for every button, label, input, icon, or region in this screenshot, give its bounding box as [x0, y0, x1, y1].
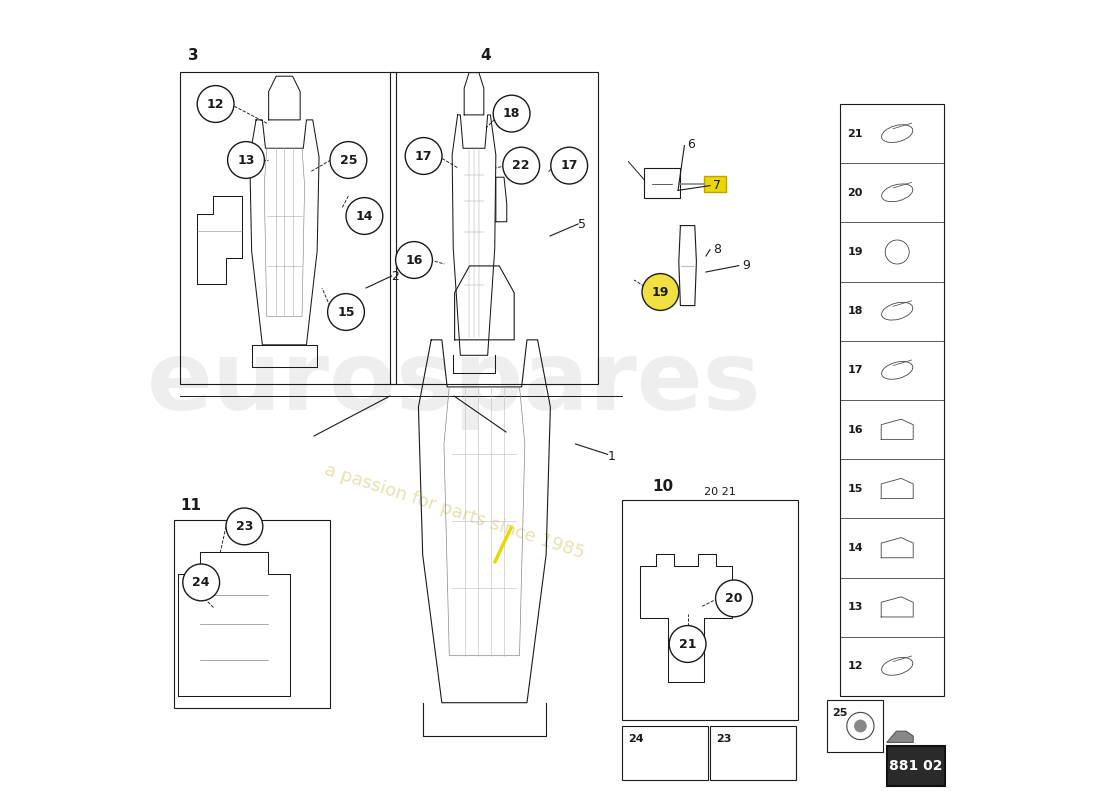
Circle shape: [228, 142, 264, 178]
Text: 16: 16: [405, 254, 422, 266]
Text: 15: 15: [338, 306, 354, 318]
Text: 21: 21: [848, 129, 864, 138]
Text: eurospares: eurospares: [146, 338, 761, 430]
FancyBboxPatch shape: [887, 746, 945, 786]
Bar: [621, 500, 797, 720]
Circle shape: [551, 147, 587, 184]
Bar: [710, 726, 796, 780]
Text: 19: 19: [848, 247, 864, 257]
Text: 11: 11: [180, 498, 201, 513]
Bar: [839, 104, 944, 696]
Circle shape: [669, 626, 706, 662]
Text: 24: 24: [192, 576, 210, 589]
Text: a passion for parts since 1985: a passion for parts since 1985: [321, 462, 586, 562]
Text: 881 02: 881 02: [889, 758, 943, 773]
Bar: [645, 168, 680, 198]
Text: 18: 18: [503, 107, 520, 120]
Text: 17: 17: [415, 150, 432, 162]
Circle shape: [503, 147, 540, 184]
Text: 15: 15: [848, 484, 864, 494]
Text: 14: 14: [355, 210, 373, 222]
Text: 13: 13: [848, 602, 864, 612]
Circle shape: [346, 198, 383, 234]
Circle shape: [183, 564, 220, 601]
Text: 24: 24: [628, 734, 643, 744]
Circle shape: [405, 138, 442, 174]
Bar: [174, 520, 330, 708]
Text: 19: 19: [651, 286, 669, 298]
Text: 13: 13: [238, 154, 255, 166]
Text: 22: 22: [513, 159, 530, 172]
Circle shape: [197, 86, 234, 122]
Circle shape: [330, 142, 366, 178]
Polygon shape: [887, 731, 913, 742]
Text: 20: 20: [848, 188, 864, 198]
Text: 5: 5: [578, 218, 586, 230]
Circle shape: [642, 274, 679, 310]
Text: 14: 14: [848, 543, 864, 553]
Text: 3: 3: [188, 49, 199, 63]
Text: 23: 23: [235, 520, 253, 533]
Text: 25: 25: [833, 708, 848, 718]
Circle shape: [328, 294, 364, 330]
Text: 12: 12: [848, 662, 864, 671]
Text: 10: 10: [652, 479, 673, 494]
Circle shape: [854, 720, 867, 733]
Text: 17: 17: [561, 159, 578, 172]
Text: 25: 25: [340, 154, 358, 166]
Bar: [621, 726, 708, 780]
Text: 8: 8: [713, 243, 722, 256]
Bar: [827, 700, 883, 752]
Circle shape: [716, 580, 752, 617]
Text: 1: 1: [607, 450, 616, 462]
Text: 20 21: 20 21: [704, 487, 735, 497]
Text: 2: 2: [392, 270, 399, 282]
Circle shape: [226, 508, 263, 545]
Text: 23: 23: [716, 734, 732, 744]
Text: 16: 16: [848, 425, 864, 434]
Text: 6: 6: [688, 138, 695, 150]
Text: 17: 17: [848, 366, 864, 375]
Circle shape: [396, 242, 432, 278]
Circle shape: [493, 95, 530, 132]
Bar: [180, 72, 396, 384]
Text: 4: 4: [481, 49, 491, 63]
Text: 12: 12: [207, 98, 224, 110]
Text: 21: 21: [679, 638, 696, 650]
Text: 9: 9: [742, 259, 750, 272]
Bar: [704, 176, 726, 192]
Text: 20: 20: [725, 592, 742, 605]
Text: 18: 18: [848, 306, 864, 316]
Bar: [390, 72, 598, 384]
Text: 7: 7: [713, 179, 722, 192]
